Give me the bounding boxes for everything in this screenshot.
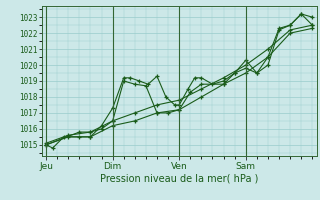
X-axis label: Pression niveau de la mer( hPa ): Pression niveau de la mer( hPa ) — [100, 173, 258, 183]
